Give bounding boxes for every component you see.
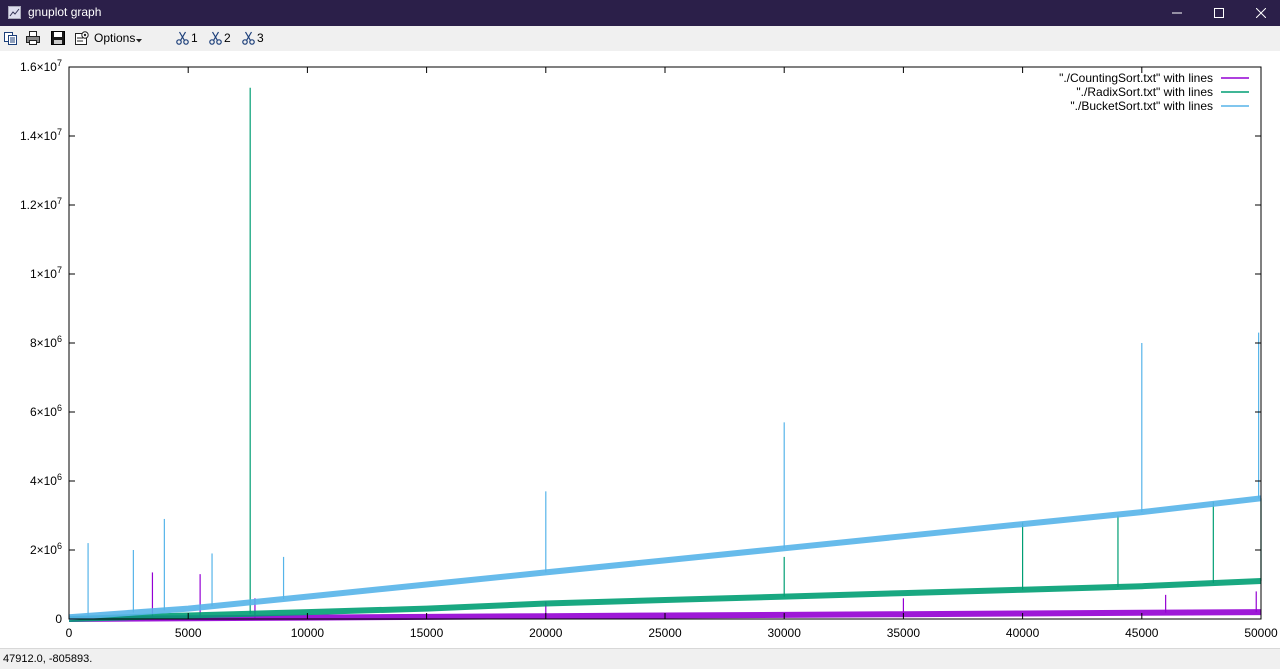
x-tick-label: 35000 bbox=[887, 626, 921, 640]
y-tick-label: 4×106 bbox=[30, 472, 62, 488]
plot-toggle-2[interactable]: 2 bbox=[224, 31, 231, 45]
y-tick-label: 8×106 bbox=[30, 334, 62, 350]
plot-area[interactable]: 0 5000 10000 15000 20000 25000 30000 35000 40000… bbox=[0, 51, 1280, 648]
plot-border bbox=[68, 66, 1262, 620]
maximize-button[interactable] bbox=[1196, 0, 1242, 26]
y-tick-label: 2×106 bbox=[30, 541, 62, 557]
y-tick-label: 0 bbox=[55, 612, 62, 626]
y-tick-label: 1.6×107 bbox=[20, 58, 62, 74]
toolbar: Options 1 2 3 bbox=[0, 26, 1280, 51]
x-tick-label: 50000 bbox=[1244, 626, 1278, 640]
gnuplot-graph-icon bbox=[8, 6, 21, 19]
minimize-button[interactable] bbox=[1154, 0, 1200, 26]
plot-toggle-icon[interactable] bbox=[175, 30, 191, 46]
plot-toggle-icon[interactable] bbox=[241, 30, 257, 46]
series-line bbox=[68, 578, 1262, 622]
options-icon[interactable] bbox=[74, 30, 90, 46]
plot-toggle-1[interactable]: 1 bbox=[191, 31, 198, 45]
close-button[interactable] bbox=[1238, 0, 1280, 26]
plot-toggle-3[interactable]: 3 bbox=[257, 31, 264, 45]
close-icon bbox=[1256, 8, 1266, 18]
x-tick-label: 45000 bbox=[1125, 626, 1159, 640]
plot-toggle-icon[interactable] bbox=[208, 30, 224, 46]
y-tick-label: 1.4×107 bbox=[20, 127, 62, 143]
x-tick-label: 10000 bbox=[291, 626, 325, 640]
line-chart: 0 5000 10000 15000 20000 25000 30000 35000 40000… bbox=[20, 58, 1278, 640]
title-bar: gnuplot graph bbox=[0, 0, 1280, 26]
legend-label: "./RadixSort.txt" with lines bbox=[1076, 85, 1213, 99]
maximize-icon bbox=[1214, 8, 1224, 18]
legend-label: "./CountingSort.txt" with lines bbox=[1059, 71, 1213, 85]
save-icon[interactable] bbox=[50, 30, 66, 46]
y-tick-label: 1.2×107 bbox=[20, 196, 62, 212]
y-tick-label: 1×107 bbox=[30, 265, 62, 281]
window-title: gnuplot graph bbox=[28, 5, 102, 19]
status-bar: 47912.0, -805893. bbox=[0, 648, 1280, 669]
x-tick-label: 20000 bbox=[529, 626, 563, 640]
y-tick-label: 6×106 bbox=[30, 403, 62, 419]
x-tick-label: 0 bbox=[66, 626, 73, 640]
minimize-icon bbox=[1172, 12, 1182, 14]
series-line bbox=[68, 495, 1262, 621]
mouse-coordinates: 47912.0, -805893. bbox=[3, 653, 93, 665]
series-1 bbox=[68, 87, 1262, 622]
x-tick-label: 25000 bbox=[648, 626, 682, 640]
x-tick-label: 30000 bbox=[768, 626, 802, 640]
legend-label: "./BucketSort.txt" with lines bbox=[1070, 99, 1213, 113]
options-menu-label[interactable]: Options bbox=[94, 31, 136, 45]
x-tick-label: 40000 bbox=[1006, 626, 1040, 640]
series-2 bbox=[68, 332, 1262, 621]
x-tick-label: 5000 bbox=[175, 626, 202, 640]
copy-icon[interactable] bbox=[3, 30, 19, 46]
chevron-down-icon[interactable] bbox=[134, 33, 144, 43]
print-icon[interactable] bbox=[25, 30, 41, 46]
x-tick-label: 15000 bbox=[410, 626, 444, 640]
